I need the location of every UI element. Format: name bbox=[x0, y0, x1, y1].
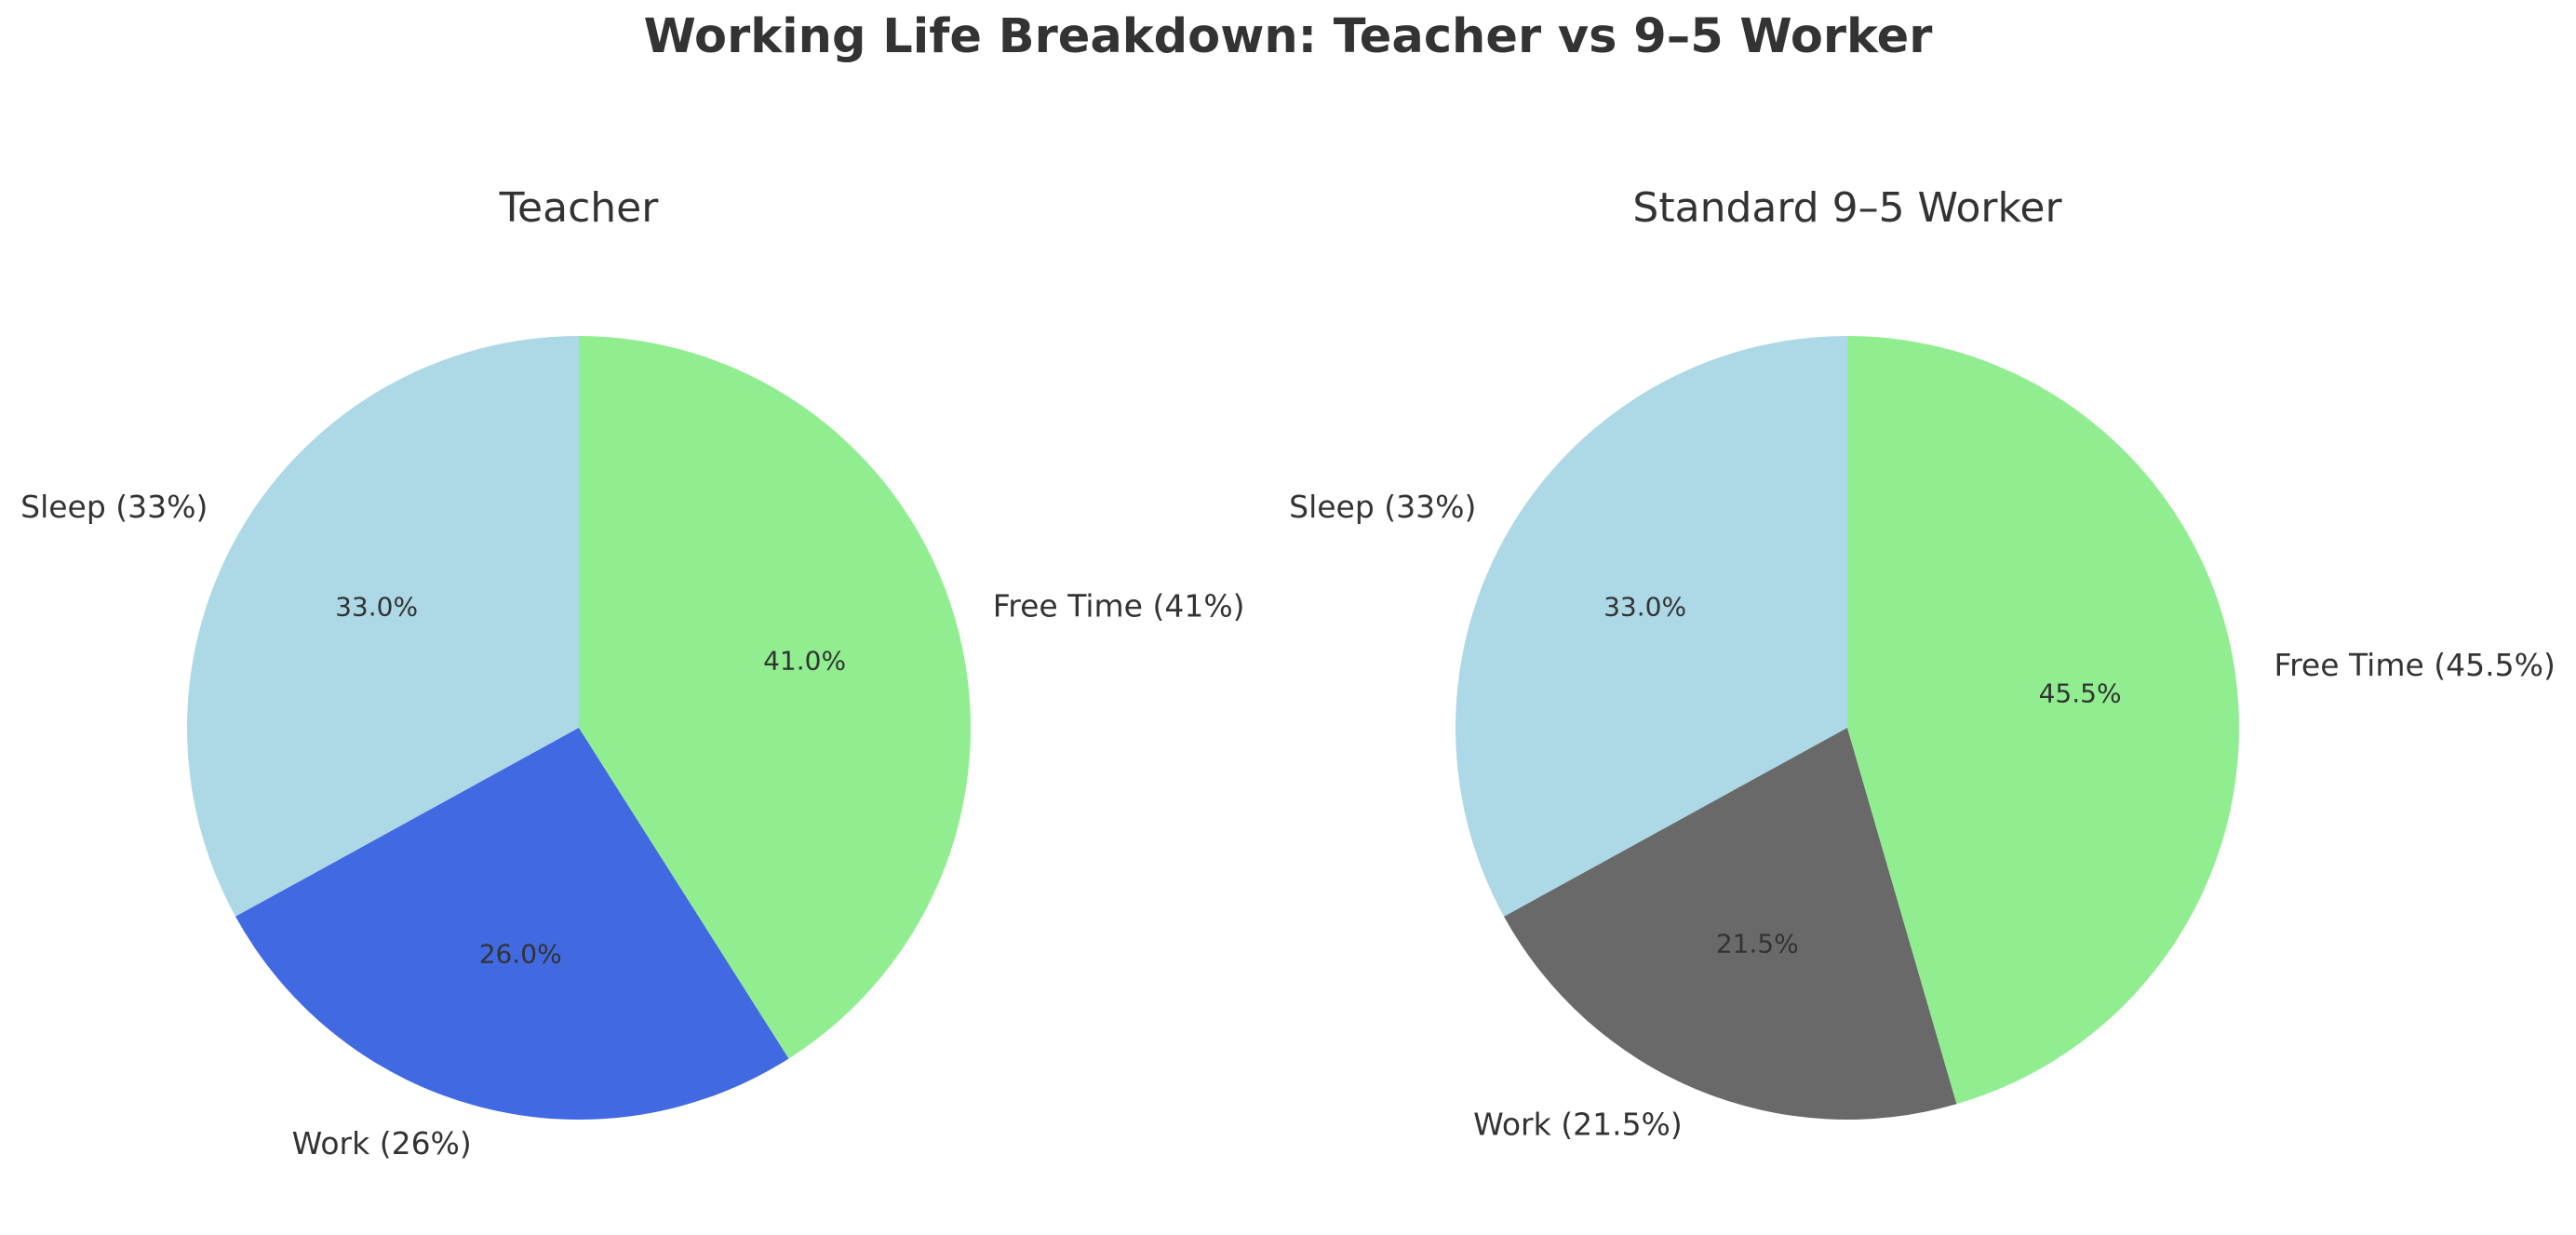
pie-worker-labels: Sleep (33%) 33.0% Work (21.5%) 21.5% Free Ti… bbox=[1289, 489, 2556, 1143]
pie-teacher-slice-sleep bbox=[186, 336, 579, 917]
pie-worker-slice-sleep bbox=[1455, 336, 1847, 917]
pie-worker-slice-work bbox=[1504, 728, 1957, 1120]
pie-teacher-label-sleep: Sleep (33%) bbox=[20, 489, 208, 525]
pie-worker-pct-free-time: 45.5% bbox=[2039, 678, 2122, 708]
pie-teacher-pct-work: 26.0% bbox=[479, 939, 562, 970]
pie-teacher: Teacher Sleep (33%) 33.0% Work (26%) 26.0% F… bbox=[20, 184, 1244, 1161]
pie-worker-label-free-time: Free Time (45.5%) bbox=[2274, 647, 2556, 683]
pie-worker-slice-free-time bbox=[1847, 336, 2239, 1105]
pie-teacher-title: Teacher bbox=[499, 184, 660, 232]
pie-teacher-slice-work bbox=[235, 728, 789, 1120]
pie-teacher-label-free-time: Free Time (41%) bbox=[993, 587, 1245, 624]
pie-teacher-pct-sleep: 33.0% bbox=[335, 591, 418, 622]
pie-worker: Standard 9–5 Worker Sleep (33%) 33.0% Work… bbox=[1289, 184, 2556, 1142]
pie-teacher-label-work: Work (26%) bbox=[292, 1125, 472, 1161]
pie-teacher-slices bbox=[186, 336, 971, 1120]
figure-title: Working Life Breakdown: Teacher vs 9–5 W… bbox=[644, 9, 1933, 64]
pie-worker-label-sleep: Sleep (33%) bbox=[1289, 489, 1476, 525]
pie-teacher-pct-free-time: 41.0% bbox=[763, 646, 846, 677]
pie-worker-pct-sleep: 33.0% bbox=[1603, 591, 1686, 622]
pie-worker-slices bbox=[1455, 336, 2239, 1120]
pie-worker-title: Standard 9–5 Worker bbox=[1632, 184, 2062, 232]
pie-teacher-labels: Sleep (33%) 33.0% Work (26%) 26.0% Free Time… bbox=[20, 489, 1244, 1161]
pie-teacher-slice-free-time bbox=[579, 336, 971, 1059]
pie-worker-label-work: Work (21.5%) bbox=[1473, 1106, 1683, 1142]
pie-worker-pct-work: 21.5% bbox=[1716, 928, 1799, 959]
